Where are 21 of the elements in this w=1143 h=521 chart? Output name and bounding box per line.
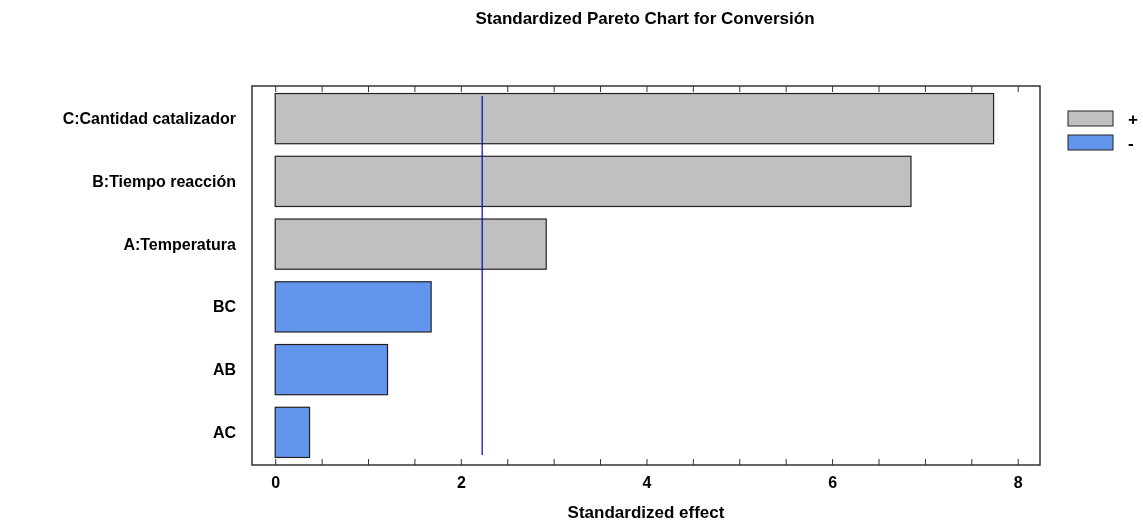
x-tick-label: 8 (1013, 474, 1023, 492)
y-tick-label: C:Cantidad catalizador (62, 110, 236, 128)
chart-title: Standardized Pareto Chart for Conversión (475, 9, 815, 28)
x-tick-label: 6 (828, 474, 838, 492)
legend-label: + (1128, 109, 1138, 129)
bar (274, 406, 311, 459)
y-tick-label: A:Temperatura (123, 235, 237, 253)
x-tick-label: 0 (271, 474, 281, 492)
x-axis-title: Standardized effect (567, 503, 725, 521)
bar (274, 155, 912, 208)
x-tick-label: 4 (642, 474, 652, 492)
bar (274, 92, 995, 145)
bar (274, 343, 389, 396)
y-tick-label: BC (212, 298, 237, 316)
y-tick-label: B:Tiempo reacción (92, 172, 236, 190)
y-tick-label: AB (212, 361, 236, 379)
legend-label: - (1128, 133, 1134, 153)
bar (274, 218, 547, 270)
x-tick-label: 2 (456, 474, 466, 492)
y-tick-label: AC (212, 423, 237, 441)
bar (274, 281, 432, 333)
